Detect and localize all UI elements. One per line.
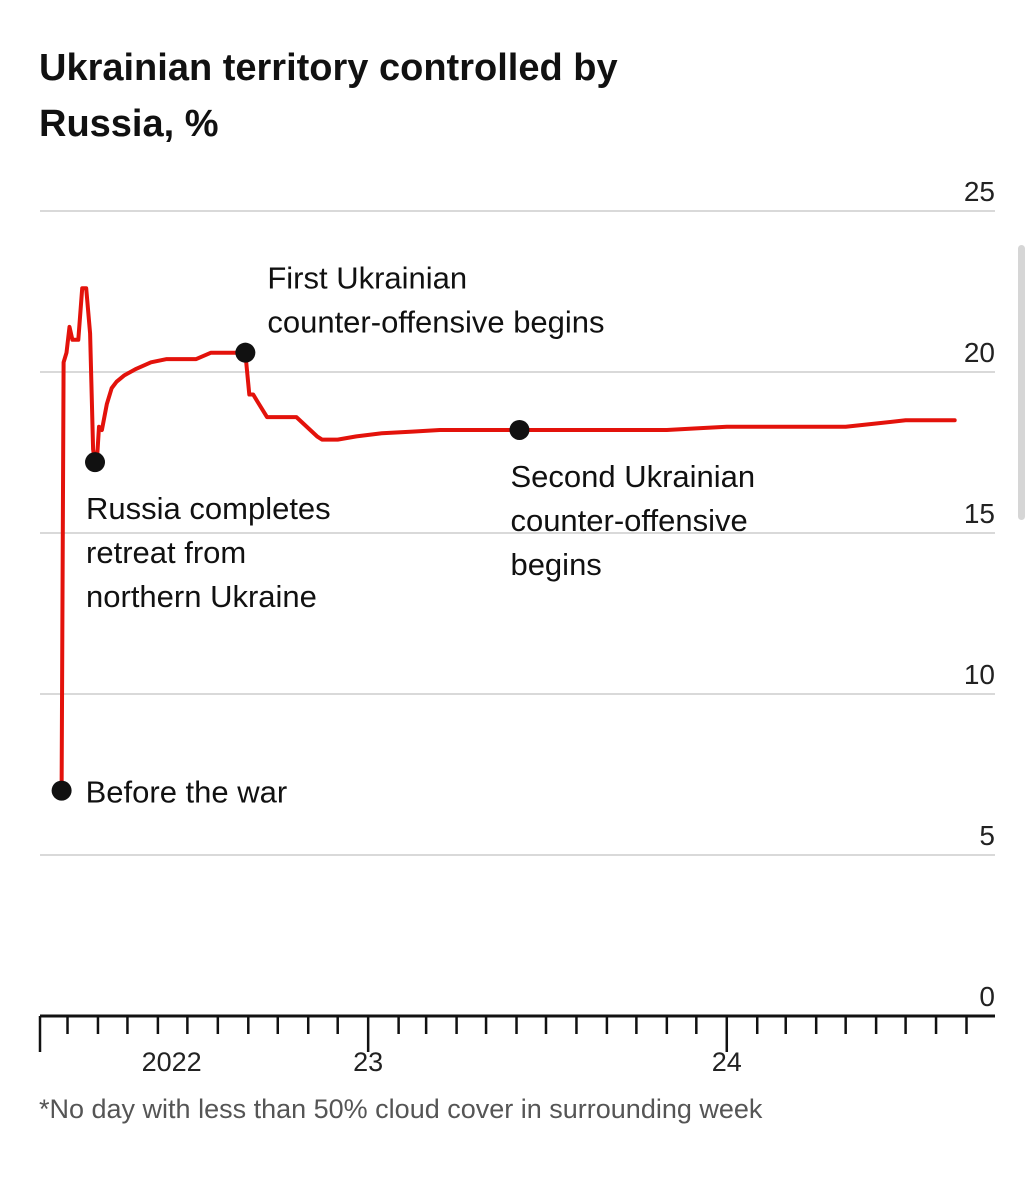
chart-title: Ukrainian territory controlled by Russia…	[39, 47, 618, 145]
y-tick-label: 10	[964, 659, 995, 690]
y-tick-label: 20	[964, 337, 995, 368]
territory-line	[59, 286, 957, 793]
scrollbar[interactable]	[1018, 245, 1025, 520]
series-line	[59, 286, 957, 793]
y-tick-label: 15	[964, 498, 995, 529]
annotation-label: begins	[510, 547, 601, 582]
annotation-label: Russia completes	[86, 491, 331, 526]
annotation-label: First Ukrainian	[267, 261, 467, 296]
annotation-label: northern Ukraine	[86, 579, 317, 614]
x-tick-label: 2022	[142, 1047, 202, 1077]
annotation-label: counter-offensive begins	[267, 305, 604, 340]
y-tick-label: 25	[964, 176, 995, 207]
annotation-label: Before the war	[86, 775, 288, 810]
gridlines: 0 5 10 15 20 25	[40, 176, 995, 1012]
y-tick-label: 0	[979, 981, 995, 1012]
event-marker	[51, 780, 72, 801]
annotation-label: counter-offensive	[510, 503, 747, 538]
annotation-label: Second Ukrainian	[510, 459, 755, 494]
event-markers	[51, 342, 530, 801]
annotation-label: retreat from	[86, 535, 246, 570]
y-tick-label: 5	[979, 820, 995, 851]
x-tick-label: 24	[712, 1047, 742, 1077]
event-marker	[235, 342, 256, 363]
x-axis: 2022 23 24	[38, 1014, 995, 1077]
annotation-labels: Before the war Russia completes retreat fr…	[86, 261, 756, 810]
footnote: *No day with less than 50% cloud cover i…	[39, 1094, 763, 1124]
event-marker	[85, 452, 106, 473]
x-tick-label: 23	[353, 1047, 383, 1077]
event-marker	[509, 419, 530, 440]
